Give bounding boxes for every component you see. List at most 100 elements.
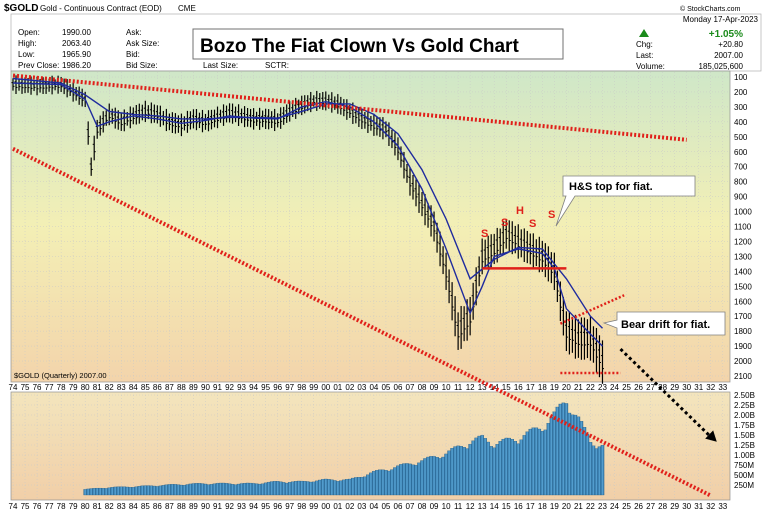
price-axis: 100 200 300 400 500 600 700 800 900 1000 1100 1200 1… [734, 73, 752, 381]
volume-bar [104, 488, 108, 496]
price-x-tick-label: 15 [502, 383, 511, 392]
volume-bar [263, 482, 268, 496]
volume-x-tick-label: 30 [682, 502, 691, 511]
volume-bar [167, 484, 172, 496]
volume-bar [299, 480, 304, 496]
volume-bar [260, 483, 265, 496]
volume-bar [245, 482, 250, 496]
price-time-axis: 74 75 76 77 78 79 80 81 82 83 84 85 86 87 88 89 90 91 92 93… [9, 383, 728, 392]
price-x-tick-label: 10 [442, 383, 451, 392]
price-x-tick-label: 00 [321, 383, 330, 392]
volume-bar [453, 446, 457, 496]
volume-bar [513, 441, 518, 496]
volume-x-tick-label: 79 [69, 502, 78, 511]
volume-bar [149, 485, 154, 496]
volume-bar [95, 487, 99, 496]
volume-bar [525, 431, 530, 496]
volume-x-tick-label: 12 [466, 502, 475, 511]
volume-bar [224, 483, 229, 496]
price-x-tick-label: 08 [418, 383, 427, 392]
price-x-tick-label: 81 [93, 383, 102, 392]
volume-bar [432, 456, 436, 496]
volume-bar [519, 439, 524, 496]
volume-x-tick-label: 02 [345, 502, 354, 511]
price-x-tick-label: 83 [117, 383, 126, 392]
volume-x-tick-label: 33 [718, 502, 727, 511]
last-label: Last: [636, 51, 653, 60]
volume-bar [164, 484, 169, 496]
volume-tick-label: 750M [734, 461, 754, 470]
volume-bar [278, 481, 283, 496]
volume-bar [155, 486, 160, 496]
top-trendline [12, 73, 687, 142]
volume-bar [471, 440, 475, 496]
volume-bar [248, 482, 253, 496]
price-x-tick-label: 21 [574, 383, 583, 392]
volume-bar [122, 486, 127, 496]
volume-bar [330, 479, 334, 496]
price-tick-label: 500 [734, 133, 748, 142]
volume-bar [275, 481, 280, 496]
price-x-tick-label: 12 [466, 383, 475, 392]
bear-callout: Bear drift for fiat. [602, 311, 726, 336]
volume-bar [492, 447, 496, 496]
price-x-tick-label: 92 [225, 383, 234, 392]
volume-bar [444, 453, 448, 496]
ask-size-label: Ask Size: [126, 39, 159, 48]
volume-bar [387, 470, 391, 496]
volume-tick-label: 500M [734, 471, 754, 480]
volume-bar [417, 462, 421, 496]
volume-bar [336, 481, 340, 496]
volume-bar [348, 478, 352, 496]
volume-x-tick-label: 89 [189, 502, 198, 511]
volume-bar [516, 443, 521, 496]
price-x-tick-label: 86 [153, 383, 162, 392]
volume-bar [429, 456, 433, 496]
volume-bar [552, 411, 557, 496]
price-tick-label: 2100 [734, 372, 752, 381]
price-x-tick-label: 27 [646, 383, 655, 392]
volume-bar [251, 483, 256, 496]
volume-bar [489, 446, 493, 496]
prev-close-label: Prev Close: [18, 61, 59, 70]
volume-x-tick-label: 77 [45, 502, 54, 511]
description-label: Gold - Continuous Contract (EOD) [40, 4, 162, 13]
price-tick-label: 100 [734, 73, 748, 82]
price-x-tick-label: 76 [33, 383, 42, 392]
volume-bar [486, 441, 490, 496]
chg-label: Chg: [636, 40, 653, 49]
volume-bar [209, 484, 214, 496]
volume-bar [321, 479, 325, 496]
volume-bar [459, 445, 463, 496]
volume-bar [522, 435, 527, 496]
volume-bar [426, 456, 430, 496]
volume-bar [591, 445, 596, 496]
volume-x-tick-label: 85 [141, 502, 150, 511]
volume-x-tick-label: 28 [658, 502, 667, 511]
volume-x-tick-label: 84 [129, 502, 138, 511]
volume-x-tick-label: 87 [165, 502, 174, 511]
price-x-tick-label: 98 [297, 383, 306, 392]
volume-axis: 250M500M750M1.00B1.25B1.50B1.75B2.00B2.2… [734, 391, 755, 490]
volume-bar [345, 479, 349, 496]
volume-x-tick-label: 03 [357, 502, 366, 511]
volume-bar [357, 477, 361, 496]
volume-bar [546, 423, 551, 496]
volume-bar [531, 427, 536, 496]
volume-x-tick-label: 29 [670, 502, 679, 511]
price-x-tick-label: 78 [57, 383, 66, 392]
volume-x-tick-label: 07 [406, 502, 415, 511]
pct-change: +1.05% [709, 29, 743, 40]
price-x-tick-label: 93 [237, 383, 246, 392]
high-value: 2063.40 [62, 39, 91, 48]
volume-bar [287, 482, 292, 496]
price-x-tick-label: 22 [586, 383, 595, 392]
lower-trendline [12, 146, 712, 498]
volume-x-tick-label: 22 [586, 502, 595, 511]
price-x-tick-label: 13 [478, 383, 487, 392]
shoulder-right-2: S [548, 209, 555, 221]
price-x-tick-label: 26 [634, 383, 643, 392]
price-x-tick-label: 88 [177, 383, 186, 392]
volume-x-tick-label: 06 [394, 502, 403, 511]
price-x-tick-label: 32 [706, 383, 715, 392]
